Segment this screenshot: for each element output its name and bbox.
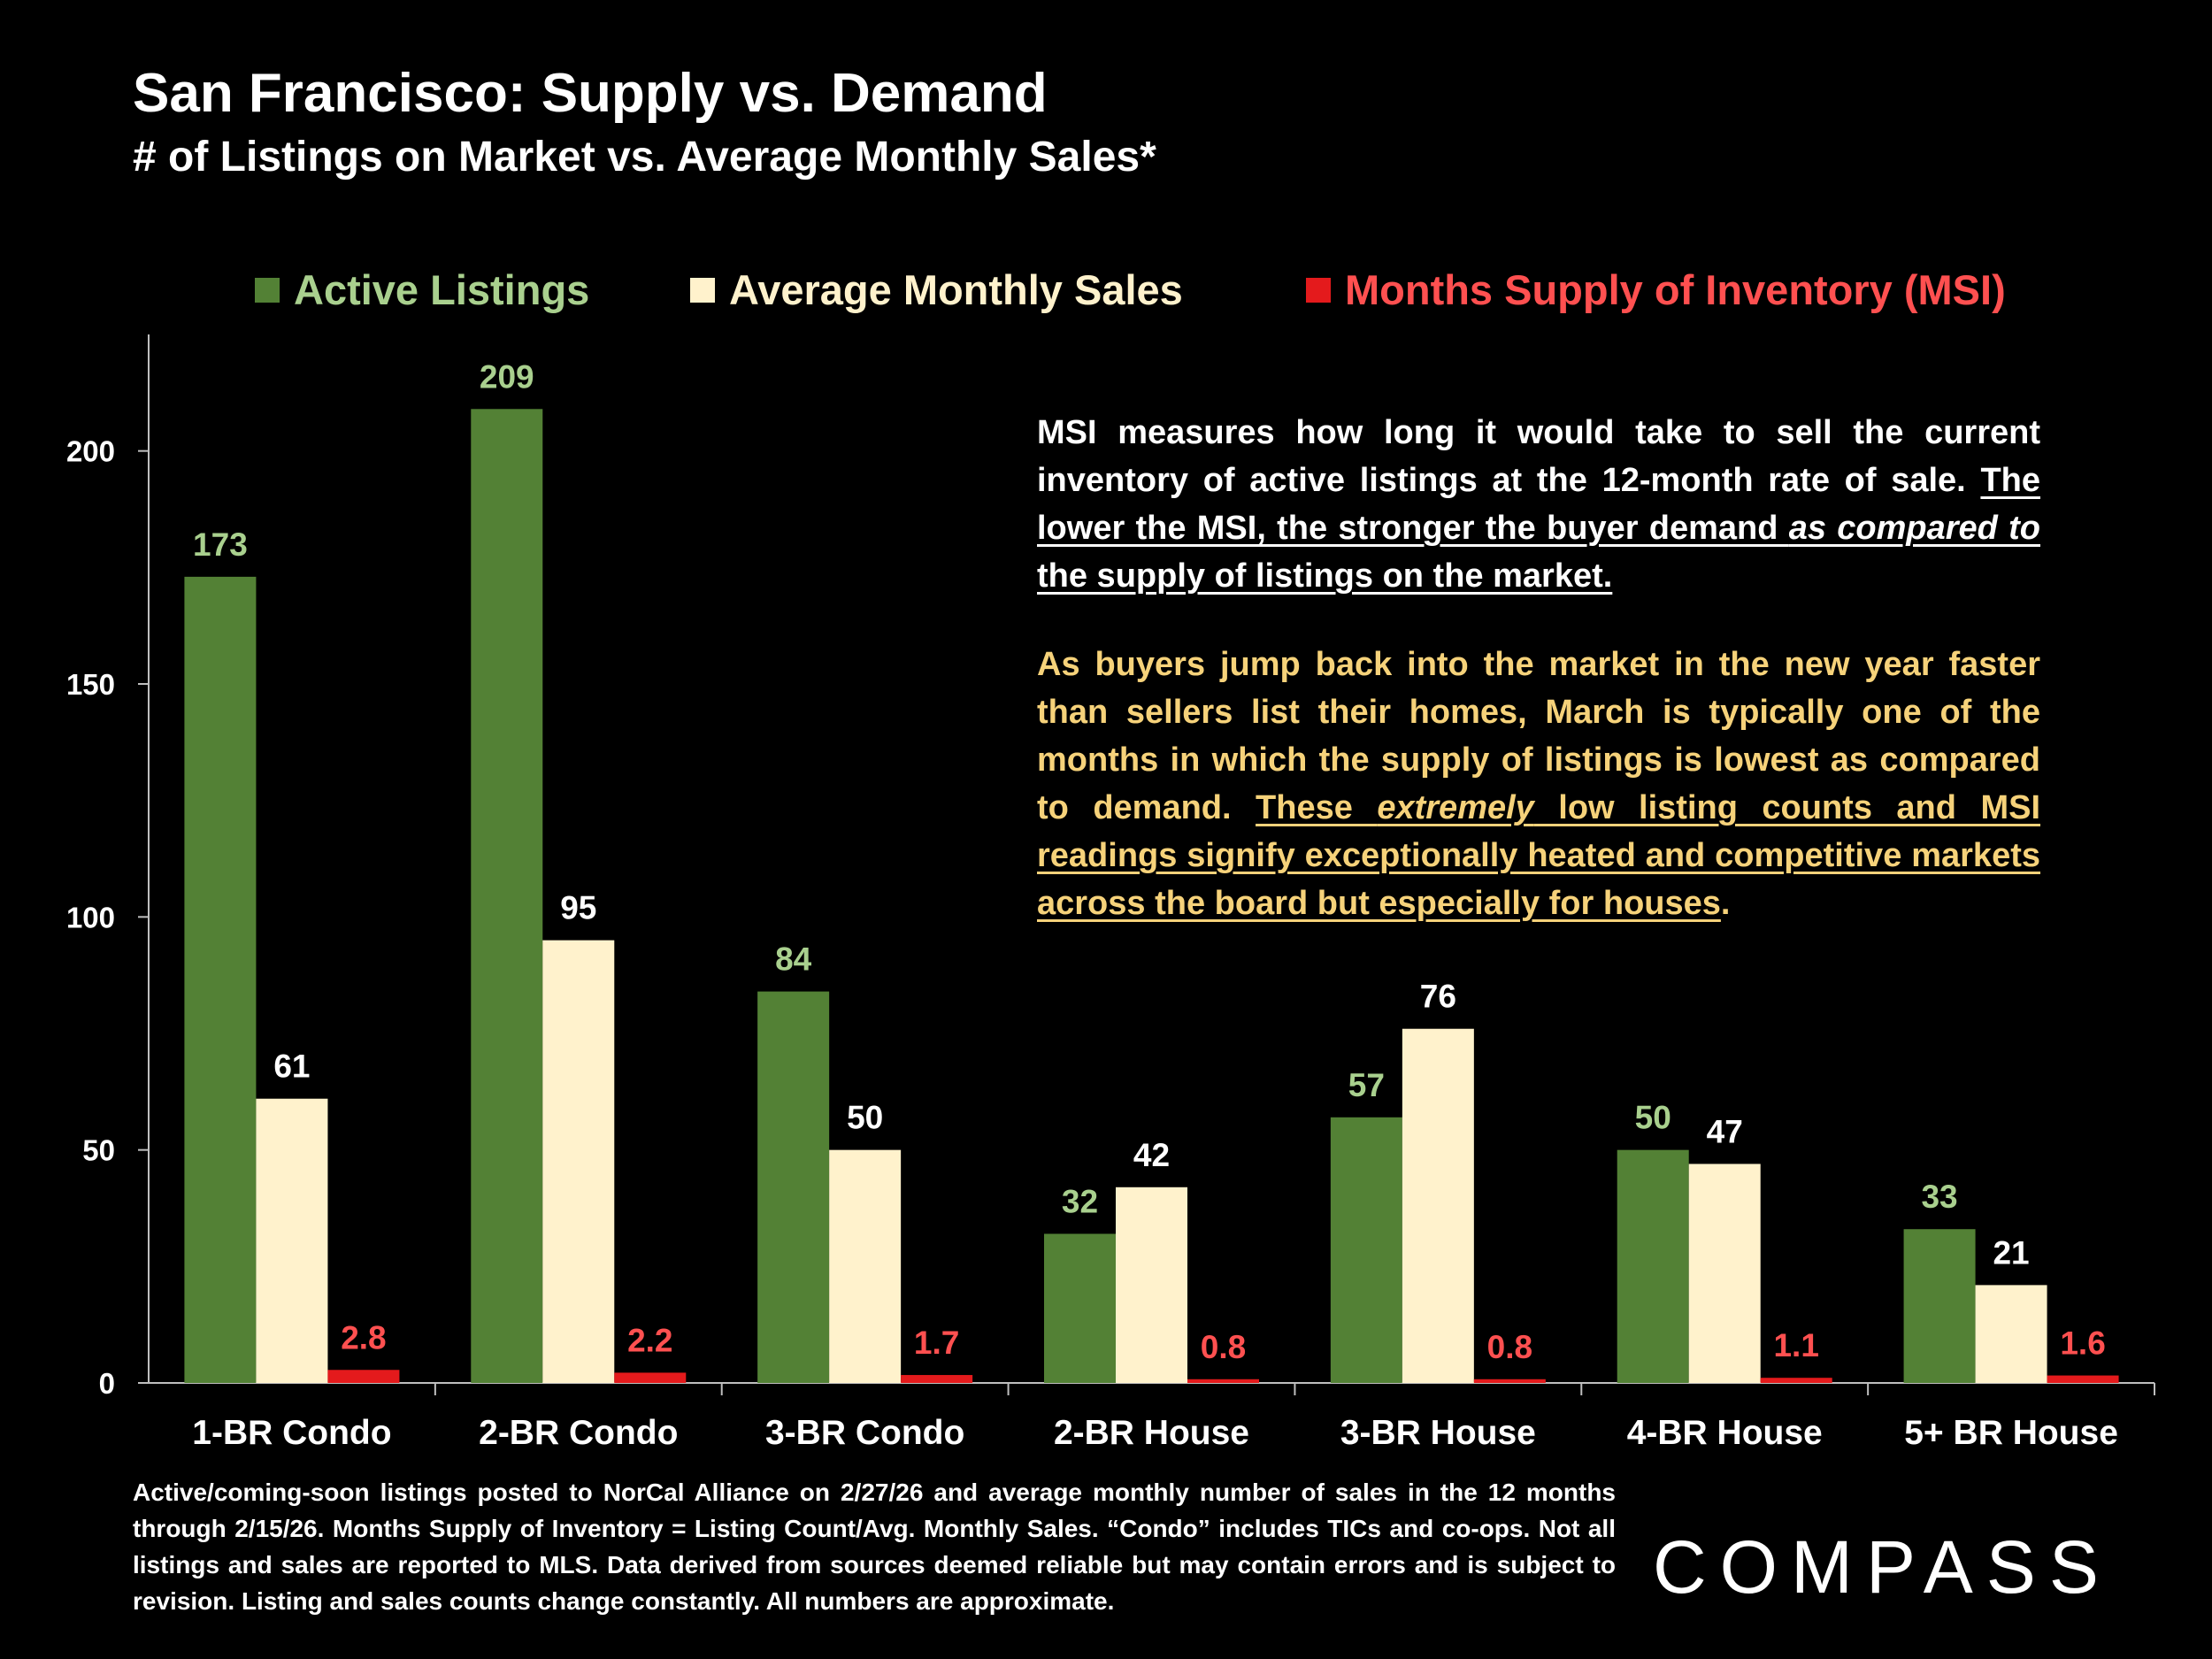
chart-subtitle: # of Listings on Market vs. Average Mont…	[133, 134, 1156, 180]
legend-label-active-listings: Active Listings	[294, 266, 590, 313]
bar-months-supply-of-inventory-msi-3-br-condo	[901, 1375, 973, 1383]
footnote: Active/coming-soon listings posted to No…	[133, 1479, 1616, 1615]
data-label-active-listings-5-br-house: 33	[1921, 1179, 1957, 1215]
bar-active-listings-4-br-house	[1617, 1149, 1689, 1383]
bar-months-supply-of-inventory-msi-1-br-condo	[327, 1370, 400, 1383]
data-label-active-listings-2-br-condo: 209	[480, 358, 534, 395]
bar-average-monthly-sales-2-br-condo	[542, 940, 615, 1383]
chart-legend: Active Listings Average Monthly Sales Mo…	[0, 265, 2212, 327]
note1-underlined-text: The lower the MSI, the stronger the buye…	[1037, 462, 2040, 595]
bar-months-supply-of-inventory-msi-3-br-house	[1473, 1379, 1546, 1383]
note2-text: As buyers jump back into the market in t…	[1037, 646, 2040, 826]
bar-average-monthly-sales-1-br-condo	[256, 1098, 328, 1383]
data-label-months-supply-of-inventory-msi-1-br-condo: 2.8	[341, 1319, 386, 1356]
bar-months-supply-of-inventory-msi-5-br-house	[2047, 1375, 2119, 1383]
x-tick-label-3-br-condo: 3-BR Condo	[765, 1414, 964, 1452]
bar-average-monthly-sales-4-br-house	[1688, 1164, 1761, 1383]
bar-active-listings-3-br-house	[1330, 1117, 1402, 1383]
data-label-average-monthly-sales-3-br-house: 76	[1420, 979, 1456, 1015]
bar-average-monthly-sales-3-br-house	[1402, 1028, 1474, 1383]
data-label-average-monthly-sales-3-br-condo: 50	[847, 1100, 883, 1136]
data-label-active-listings-2-br-house: 32	[1062, 1183, 1098, 1219]
legend-item-msi: Months Supply of Inventory (MSI)	[1306, 265, 2006, 314]
legend-label-msi: Months Supply of Inventory (MSI)	[1345, 266, 2006, 313]
bar-active-listings-2-br-house	[1044, 1233, 1116, 1383]
legend-item-average-monthly-sales: Average Monthly Sales	[690, 265, 1183, 314]
bar-active-listings-5-br-house	[1903, 1229, 1976, 1383]
bar-average-monthly-sales-5-br-house	[1975, 1285, 2047, 1383]
y-tick-label: 0	[99, 1367, 115, 1400]
data-label-active-listings-4-br-house: 50	[1635, 1100, 1671, 1136]
note1-text: MSI measures how long it would take to s…	[1037, 414, 2040, 499]
legend-swatch-average-monthly-sales	[690, 277, 715, 303]
y-tick-label: 50	[82, 1134, 115, 1167]
legend-swatch-msi	[1306, 277, 1331, 303]
data-label-months-supply-of-inventory-msi-5-br-house: 1.6	[2060, 1325, 2105, 1362]
data-label-months-supply-of-inventory-msi-3-br-house: 0.8	[1487, 1329, 1532, 1365]
bar-active-listings-1-br-condo	[184, 576, 257, 1383]
bar-average-monthly-sales-3-br-condo	[829, 1149, 902, 1383]
data-label-months-supply-of-inventory-msi-2-br-house: 0.8	[1201, 1329, 1246, 1365]
x-tick-label-1-br-condo: 1-BR Condo	[192, 1414, 391, 1452]
data-label-average-monthly-sales-2-br-condo: 95	[560, 890, 596, 926]
data-label-active-listings-3-br-condo: 84	[775, 941, 812, 978]
bar-months-supply-of-inventory-msi-2-br-house	[1187, 1379, 1259, 1383]
note2-underlined-text: These extremely low listing counts and M…	[1037, 789, 2040, 922]
msi-explanation-note: MSI measures how long it would take to s…	[1037, 409, 2040, 600]
bar-active-listings-3-br-condo	[757, 991, 830, 1383]
data-label-average-monthly-sales-2-br-house: 42	[1133, 1137, 1170, 1173]
bar-average-monthly-sales-2-br-house	[1116, 1187, 1187, 1383]
bar-active-listings-2-br-condo	[471, 409, 543, 1384]
data-label-months-supply-of-inventory-msi-4-br-house: 1.1	[1773, 1327, 1818, 1363]
data-label-average-monthly-sales-1-br-condo: 61	[273, 1048, 310, 1085]
x-tick-label-2-br-house: 2-BR House	[1054, 1414, 1249, 1452]
data-label-average-monthly-sales-4-br-house: 47	[1707, 1113, 1743, 1149]
legend-label-average-monthly-sales: Average Monthly Sales	[729, 266, 1183, 313]
legend-swatch-active-listings	[255, 277, 280, 303]
data-label-active-listings-1-br-condo: 173	[193, 526, 248, 563]
data-label-active-listings-3-br-house: 57	[1348, 1067, 1385, 1103]
data-label-average-monthly-sales-5-br-house: 21	[1993, 1234, 2029, 1271]
bar-months-supply-of-inventory-msi-2-br-condo	[614, 1372, 687, 1383]
y-tick-label: 150	[66, 668, 115, 701]
x-tick-label-5-br-house: 5+ BR House	[1904, 1414, 2118, 1452]
chart-title: San Francisco: Supply vs. Demand	[133, 63, 1048, 124]
x-tick-label-3-br-house: 3-BR House	[1340, 1414, 1536, 1452]
x-tick-label-2-br-condo: 2-BR Condo	[479, 1414, 678, 1452]
compass-logo: COMPASS	[1653, 1525, 2112, 1609]
data-label-months-supply-of-inventory-msi-3-br-condo: 1.7	[914, 1325, 959, 1361]
y-tick-label: 200	[66, 435, 115, 468]
y-tick-label: 100	[66, 901, 115, 933]
bar-months-supply-of-inventory-msi-4-br-house	[1760, 1378, 1832, 1383]
legend-item-active-listings: Active Listings	[255, 265, 589, 314]
x-tick-label-4-br-house: 4-BR House	[1627, 1414, 1823, 1452]
market-commentary-note: As buyers jump back into the market in t…	[1037, 646, 2040, 922]
data-label-months-supply-of-inventory-msi-2-br-condo: 2.2	[627, 1322, 672, 1358]
